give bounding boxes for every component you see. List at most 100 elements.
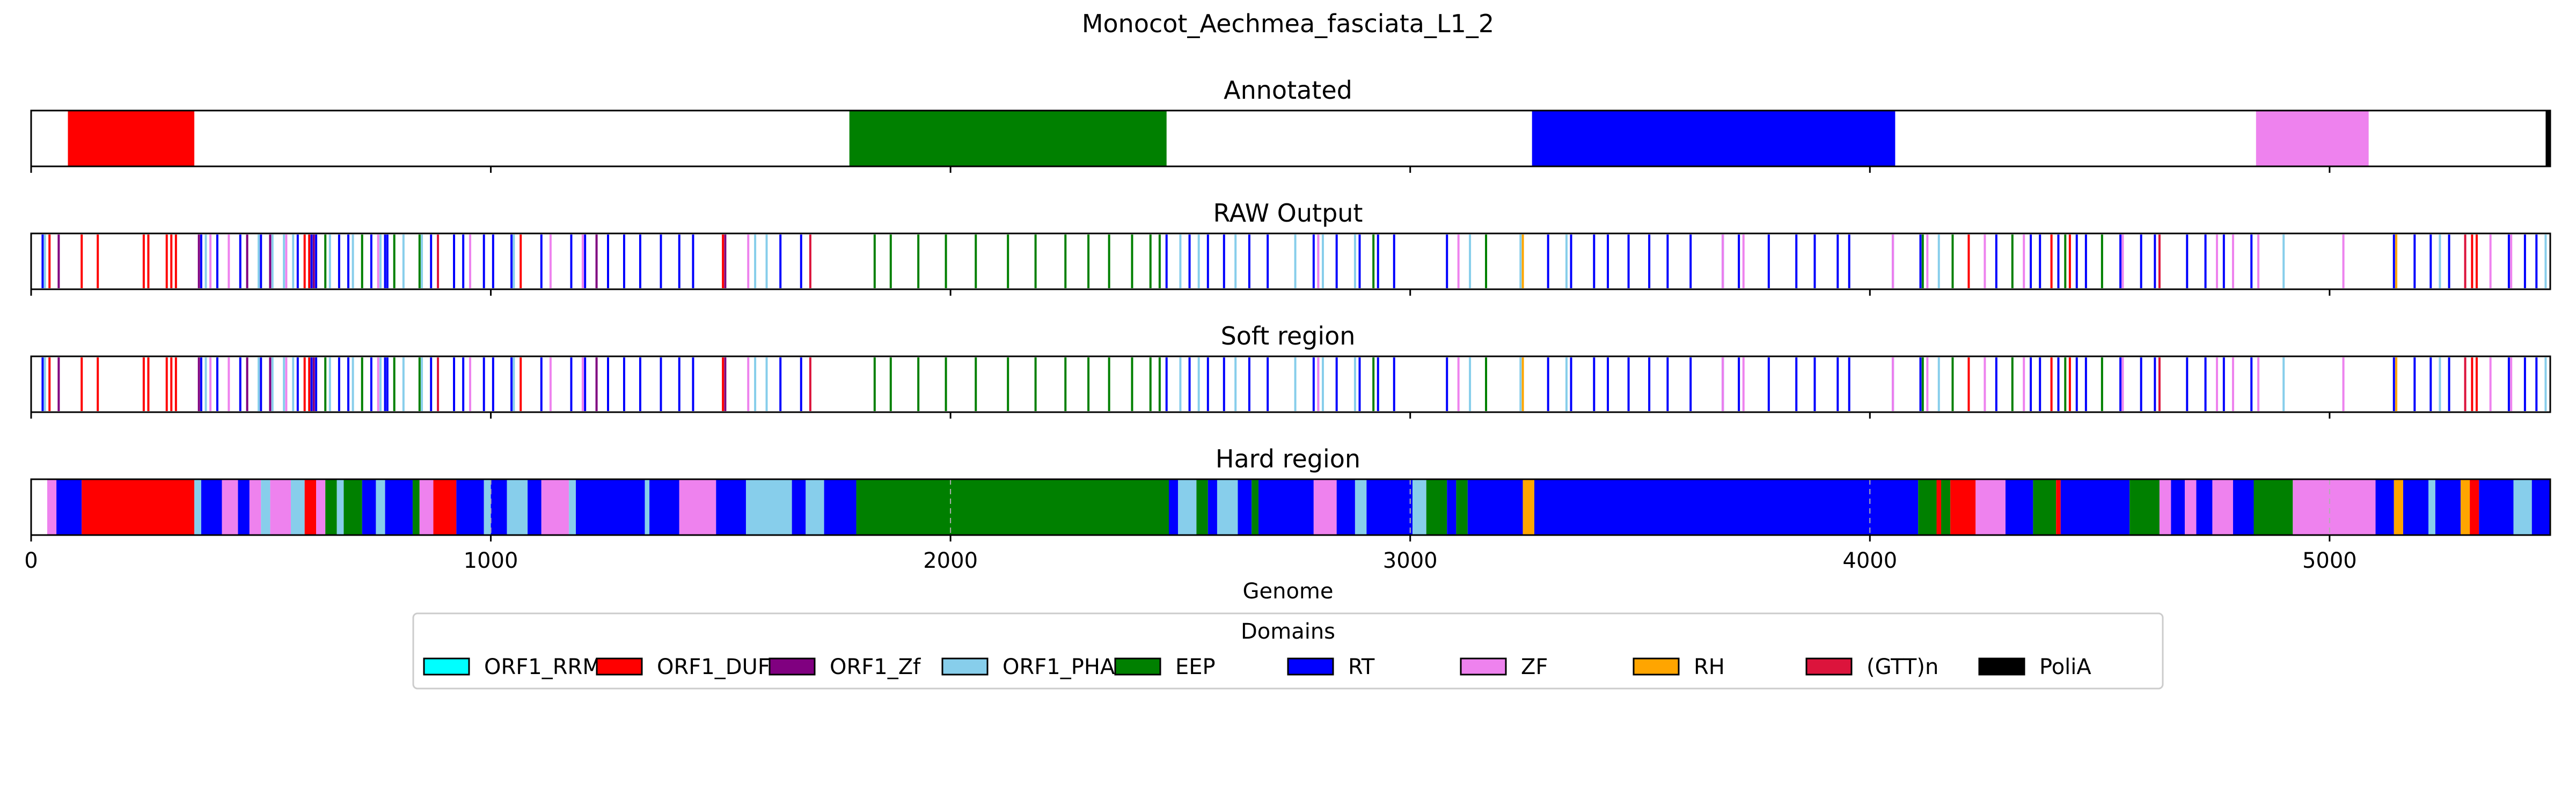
- segment-rt: [56, 479, 82, 535]
- segment-orf1-pha: [336, 479, 344, 535]
- segment-zf: [541, 479, 569, 535]
- legend-label: RH: [1694, 655, 1725, 679]
- segment-orf1-pha: [376, 479, 385, 535]
- segment-rt: [385, 479, 413, 535]
- segment-rt: [238, 479, 250, 535]
- legend-label: ZF: [1521, 655, 1548, 679]
- segment-rt: [1208, 479, 1217, 535]
- segment-zf: [2256, 111, 2369, 166]
- segment-rh: [2394, 479, 2403, 535]
- segment-orf1-pha: [290, 479, 305, 535]
- segment-orf1-duf: [82, 479, 195, 535]
- segment-zf: [1975, 479, 2006, 535]
- panel-background: [31, 111, 2550, 166]
- panel-frame: [30, 232, 2551, 290]
- segment-polia: [2545, 111, 2550, 166]
- segment-zf: [316, 479, 326, 535]
- x-tick-label: 5000: [2302, 548, 2357, 573]
- panel-frame: [30, 478, 2551, 536]
- segment-rt: [576, 479, 645, 535]
- legend-swatch: [596, 657, 643, 676]
- segment-eep: [856, 479, 1169, 535]
- segment-orf1-duf: [304, 479, 317, 535]
- panel-hard-region: Hard region: [30, 444, 2551, 541]
- segment-zf: [2293, 479, 2376, 535]
- segment-eep: [2033, 479, 2057, 535]
- segment-orf1-pha: [1355, 479, 1367, 535]
- segment-rt: [1258, 479, 1314, 535]
- legend-swatch: [1633, 657, 1680, 676]
- panels-layer: Annotated RAW Output Soft region Hard regio…: [30, 76, 2551, 541]
- panel-title: Hard region: [1216, 444, 1360, 473]
- panel-background: [31, 356, 2550, 412]
- segment-rt: [824, 479, 857, 535]
- segment-orf1-pha: [1412, 479, 1426, 535]
- x-tick-label: 4000: [1842, 548, 1897, 573]
- x-tick-label: 1000: [464, 548, 518, 573]
- segment-rt: [2196, 479, 2213, 535]
- segment-eep: [1918, 479, 1937, 535]
- panel-soft-region: Soft region: [30, 321, 2551, 419]
- segment-zf: [1313, 479, 1337, 535]
- segment-eep: [343, 479, 362, 535]
- legend-item-zf: ZF: [1460, 655, 1548, 679]
- segment-orf1-pha: [2513, 479, 2532, 535]
- segment-orf1-pha: [194, 479, 201, 535]
- segment-rt: [2479, 479, 2514, 535]
- legend-label: ORF1_RRM: [484, 655, 601, 679]
- legend-item-rt: RT: [1287, 655, 1375, 679]
- segment-orf1-duf: [2056, 479, 2061, 535]
- segment-zf: [2159, 479, 2171, 535]
- legend-label: EEP: [1175, 655, 1216, 679]
- segment-eep: [2253, 479, 2293, 535]
- legend-label: (GTT)n: [1867, 655, 1938, 679]
- legend-swatch: [1287, 657, 1334, 676]
- segment-orf1-pha: [484, 479, 491, 535]
- legend-item-eep: EEP: [1114, 655, 1216, 679]
- segment-rt: [456, 479, 484, 535]
- legend-label: ORF1_Zf: [830, 655, 921, 679]
- segment-orf1-duf: [1936, 479, 1942, 535]
- panel-frame: [30, 355, 2551, 413]
- panel-title: Annotated: [1224, 76, 1352, 105]
- panel-title: RAW Output: [1213, 199, 1363, 228]
- segment-orf1-pha: [645, 479, 650, 535]
- segment-rt: [2435, 479, 2461, 535]
- legend-swatch: [769, 657, 816, 676]
- legend-label: ORF1_PHA: [1002, 655, 1115, 679]
- segment-rt: [2531, 479, 2550, 535]
- segment-rt: [1534, 479, 1919, 535]
- legend-item-orf1-zf: ORF1_Zf: [769, 655, 921, 679]
- legend-item-rh: RH: [1633, 655, 1725, 679]
- panel-annotated: Annotated: [30, 76, 2551, 173]
- segment-orf1-pha: [745, 479, 792, 535]
- segment-zf: [249, 479, 261, 535]
- segment-eep: [2129, 479, 2160, 535]
- segment-rt: [362, 479, 376, 535]
- segment-orf1-duf: [68, 111, 195, 166]
- segment-orf1-pha: [569, 479, 576, 535]
- segment-rt: [1366, 479, 1413, 535]
- segment-rt: [491, 479, 507, 535]
- segment-rt: [2060, 479, 2130, 535]
- segment-rt: [716, 479, 746, 535]
- segment-rt: [2233, 479, 2254, 535]
- chart-title: Monocot_Aechmea_fasciata_L1_2: [1082, 9, 1494, 38]
- segment-zf: [419, 479, 434, 535]
- segment-orf1-pha: [261, 479, 270, 535]
- segment-orf1-pha: [806, 479, 824, 535]
- segment-zf: [2212, 479, 2233, 535]
- segment-zf: [47, 479, 57, 535]
- segment-rt: [1169, 479, 1179, 535]
- x-axis-label: Genome: [1242, 579, 1333, 604]
- legend-title: Domains: [1241, 619, 1335, 644]
- segment-orf1-duf: [1950, 479, 1976, 535]
- segment-rh: [1523, 479, 1534, 535]
- x-tick-label: 3000: [1383, 548, 1438, 573]
- legend-swatch: [1805, 657, 1853, 676]
- segment-rt: [1447, 479, 1457, 535]
- segment-eep: [1252, 479, 1259, 535]
- panel-background: [31, 233, 2550, 289]
- x-tick-label: 2000: [923, 548, 978, 573]
